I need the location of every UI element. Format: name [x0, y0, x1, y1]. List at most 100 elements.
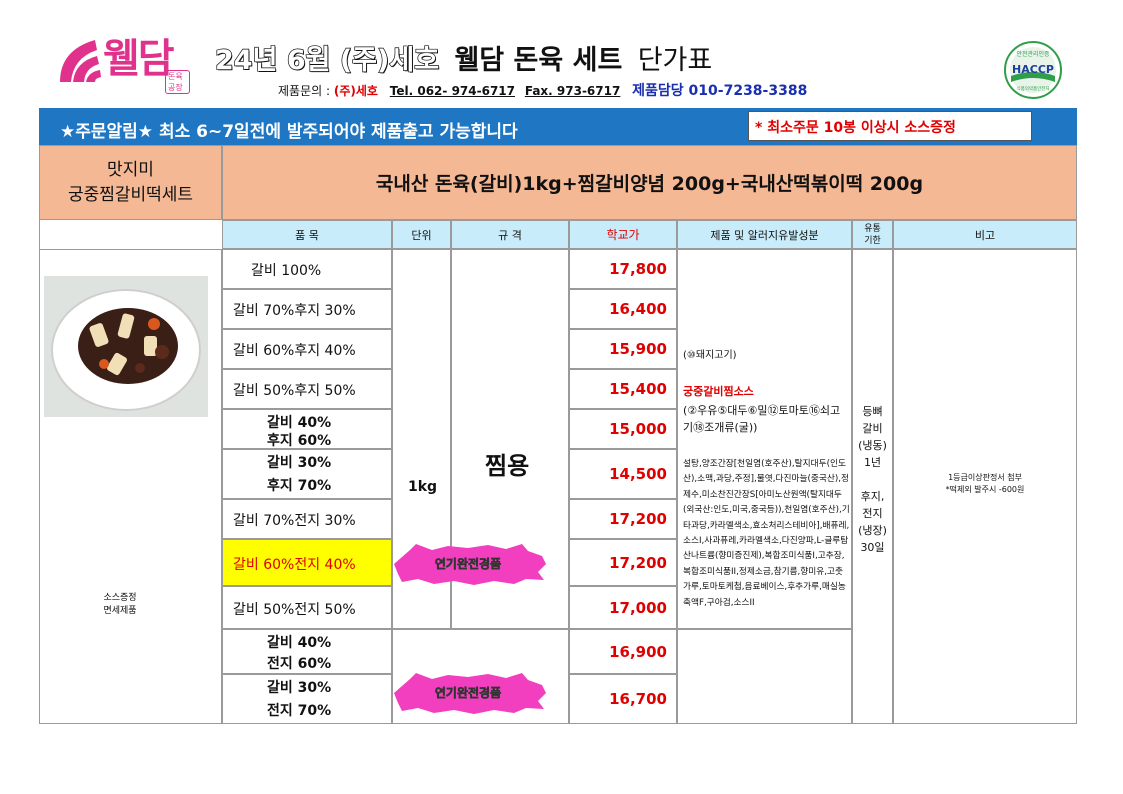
item-row-cell: 갈비 70%전지 30% — [222, 499, 392, 539]
price-value: 16,700 — [569, 674, 677, 724]
item-row-cell: 갈비 60%전지 40% — [222, 539, 392, 586]
item-row-cell: 갈비 30% 전지 70% — [222, 674, 392, 724]
brand-name: 웰담 — [103, 36, 175, 82]
col-header-item: 품 목 — [222, 220, 392, 249]
price-value: 16,900 — [569, 629, 677, 674]
image-note-line1: 소스증정 — [103, 593, 137, 603]
shelf-life-text: 등뼈 갈비 (냉동) 1년 후지, 전지 (냉장) 30일 — [852, 403, 893, 556]
page-title: 24년 6월 (주)세호 웰담 돈육 세트 단가표 — [214, 38, 713, 77]
shelf-line: 후지, — [860, 490, 885, 503]
price-value: 17,200 — [569, 539, 677, 586]
item-label: 갈비 100% — [251, 263, 322, 279]
product-description: 국내산 돈육(갈비)1kg+찜갈비양념 200g+국내산떡볶이떡 200g — [222, 145, 1077, 220]
manager-contact: 제품담당 010-7238-3388 — [632, 83, 808, 99]
haccp-bottom-text: 식품의약품안전처 — [1016, 85, 1049, 92]
item-row-cell: 갈비 60%후지 40% — [222, 329, 392, 369]
item-row-cell: 갈비 50%전지 50% — [222, 586, 392, 629]
note-text: 1등급이상판정서 첨부 *떡제외 발주시 -600원 — [893, 472, 1077, 496]
note-cell — [893, 249, 1077, 724]
title-tail: 단가표 — [637, 45, 713, 76]
item-row-cell: 갈비 50%후지 50% — [222, 369, 392, 409]
col-header-price: 학교가 — [569, 220, 677, 249]
shelf-line: 30일 — [860, 541, 885, 554]
allergen-lower-cell — [677, 629, 852, 724]
title-main: 웰담 돈육 세트 — [454, 45, 623, 76]
col-header-spec: 규 격 — [451, 220, 569, 249]
promo-badge-label: 연기완전경품 — [434, 557, 502, 572]
title-lead: 24년 6월 (주)세호 — [214, 44, 440, 76]
unit-spec-lower-cell — [392, 629, 569, 724]
price-value: 15,900 — [569, 329, 677, 369]
item-label-line2: 전지 60% — [267, 655, 332, 672]
item-label: 갈비 40% — [267, 415, 332, 431]
price-value: 17,200 — [569, 499, 677, 539]
product-name-cell: 맛지미 궁중찜갈비떡세트 — [39, 145, 222, 220]
price-value: 16,400 — [569, 289, 677, 329]
spec-cell — [451, 249, 569, 629]
image-note: 소스증정 면세제품 — [70, 592, 170, 618]
col-header-shelf-line2: 기한 — [864, 235, 881, 246]
haccp-main-text: HACCP — [1012, 63, 1054, 76]
product-photo — [44, 276, 208, 417]
notice-text: ★주문알림★ 최소 6~7일전에 발주되어야 제품출고 가능합니다 — [60, 122, 518, 142]
item-row-cell: 갈비 100% — [222, 249, 392, 289]
brand-logo-icon — [60, 40, 101, 82]
unit-cell — [392, 249, 451, 629]
contact-label: 제품문의 : — [278, 84, 331, 98]
brand-logo: 웰담 돈육공장 — [55, 30, 190, 94]
haccp-top-text: 안전관리인증 — [1016, 50, 1050, 58]
item-row-cell: 갈비 40% 후지 60% — [222, 409, 392, 449]
note-line2: *떡제외 발주시 -600원 — [945, 485, 1025, 494]
allergen-ingredients: 설탕,양조간장[천일염(호주산),탈지대두(인도산),소맥,과당,주정],물엿,… — [683, 459, 850, 608]
item-label-line2: 후지 60% — [267, 433, 332, 449]
product-name-line2: 궁중찜갈비떡세트 — [67, 184, 194, 205]
allergen-cell — [677, 249, 852, 629]
shelf-line: 1년 — [863, 456, 882, 469]
item-label: 갈비 60%후지 40% — [233, 343, 356, 359]
col-header-shelf-life: 유통 기한 — [852, 220, 893, 249]
shelf-line: (냉장) — [858, 524, 887, 537]
fax-number: Fax. 973-6717 — [524, 84, 621, 98]
shelf-line: 등뼈 — [862, 405, 883, 418]
item-label: 갈비 30% — [267, 680, 332, 696]
price-value: 17,000 — [569, 586, 677, 629]
item-label: 갈비 30% — [267, 455, 332, 471]
item-label: 갈비 60%전지 40% — [233, 556, 356, 573]
price-value: 15,000 — [569, 409, 677, 449]
starburst-icon — [394, 673, 546, 714]
item-label: 갈비 70%후지 30% — [233, 303, 356, 319]
item-label: 갈비 50%후지 50% — [233, 383, 356, 399]
brand-subtitle: 돈육공장 — [165, 70, 190, 94]
item-label: 갈비 70%전지 30% — [233, 513, 356, 529]
item-row-cell: 갈비 30% 후지 70% — [222, 449, 392, 499]
item-label: 갈비 50%전지 50% — [233, 601, 356, 618]
allergen-sauce-title: 궁중갈비찜소스 — [683, 385, 754, 398]
item-label: 갈비 40% — [267, 635, 332, 651]
col-header-unit: 단위 — [392, 220, 451, 249]
tel-number: Tel. 062- 974-6717 — [389, 84, 515, 98]
product-image-cell — [39, 249, 222, 724]
col-header-note: 비고 — [893, 220, 1077, 249]
item-row-cell: 갈비 40% 전지 60% — [222, 629, 392, 674]
starburst-icon — [394, 544, 546, 585]
promo-badge-label: 연기완전경품 — [434, 686, 502, 701]
promo-badge: 연기완전경품 — [388, 671, 548, 715]
item-row-cell: 갈비 70%후지 30% — [222, 289, 392, 329]
shelf-line: (냉동) — [858, 439, 887, 452]
company-name: (주)세호 — [333, 84, 378, 98]
shelf-life-cell — [852, 249, 893, 724]
col-header-allergen: 제품 및 알러지유발성분 — [677, 220, 852, 249]
allergen-sauce-allergens: (②우유⑤대두⑥밀⑫토마토⑯쇠고기⑱조개류(굴)) — [683, 404, 841, 434]
contact-line: 제품문의 : (주)세호 Tel. 062- 974-6717 Fax. 973… — [278, 80, 807, 100]
shelf-line: 갈비 — [862, 422, 883, 435]
min-order-notice: * 최소주문 10봉 이상시 소스증정 — [748, 111, 1032, 141]
shelf-line: 전지 — [862, 507, 883, 520]
col-header-shelf-line1: 유통 — [864, 223, 881, 234]
note-line1: 1등급이상판정서 첨부 — [948, 473, 1022, 482]
item-label-line2: 후지 70% — [267, 478, 332, 494]
price-value: 17,800 — [569, 249, 677, 289]
price-value: 14,500 — [569, 449, 677, 499]
spec-value: 찜용 — [485, 452, 530, 480]
promo-badge: 연기완전경품 — [388, 542, 548, 586]
product-name-line1: 맛지미 — [107, 159, 154, 180]
